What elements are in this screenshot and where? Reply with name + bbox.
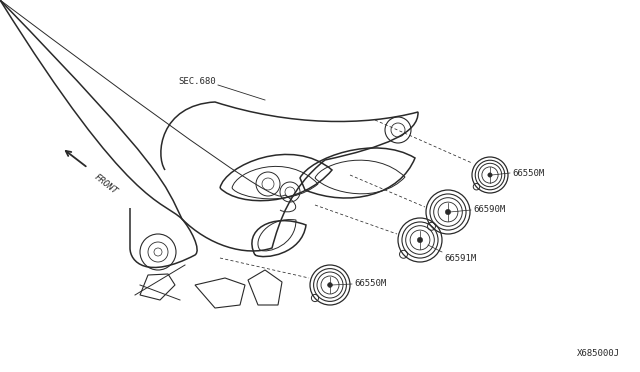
Text: 66550M: 66550M [512, 169, 544, 177]
Circle shape [445, 209, 451, 215]
Circle shape [488, 173, 492, 177]
Text: 66550M: 66550M [354, 279, 387, 289]
Circle shape [328, 283, 332, 288]
Text: FRONT: FRONT [92, 172, 118, 196]
Text: 66591M: 66591M [444, 254, 476, 263]
Text: X685000J: X685000J [577, 349, 620, 358]
Text: 66590M: 66590M [473, 205, 505, 215]
Text: SEC.680: SEC.680 [178, 77, 216, 87]
Circle shape [417, 237, 422, 243]
